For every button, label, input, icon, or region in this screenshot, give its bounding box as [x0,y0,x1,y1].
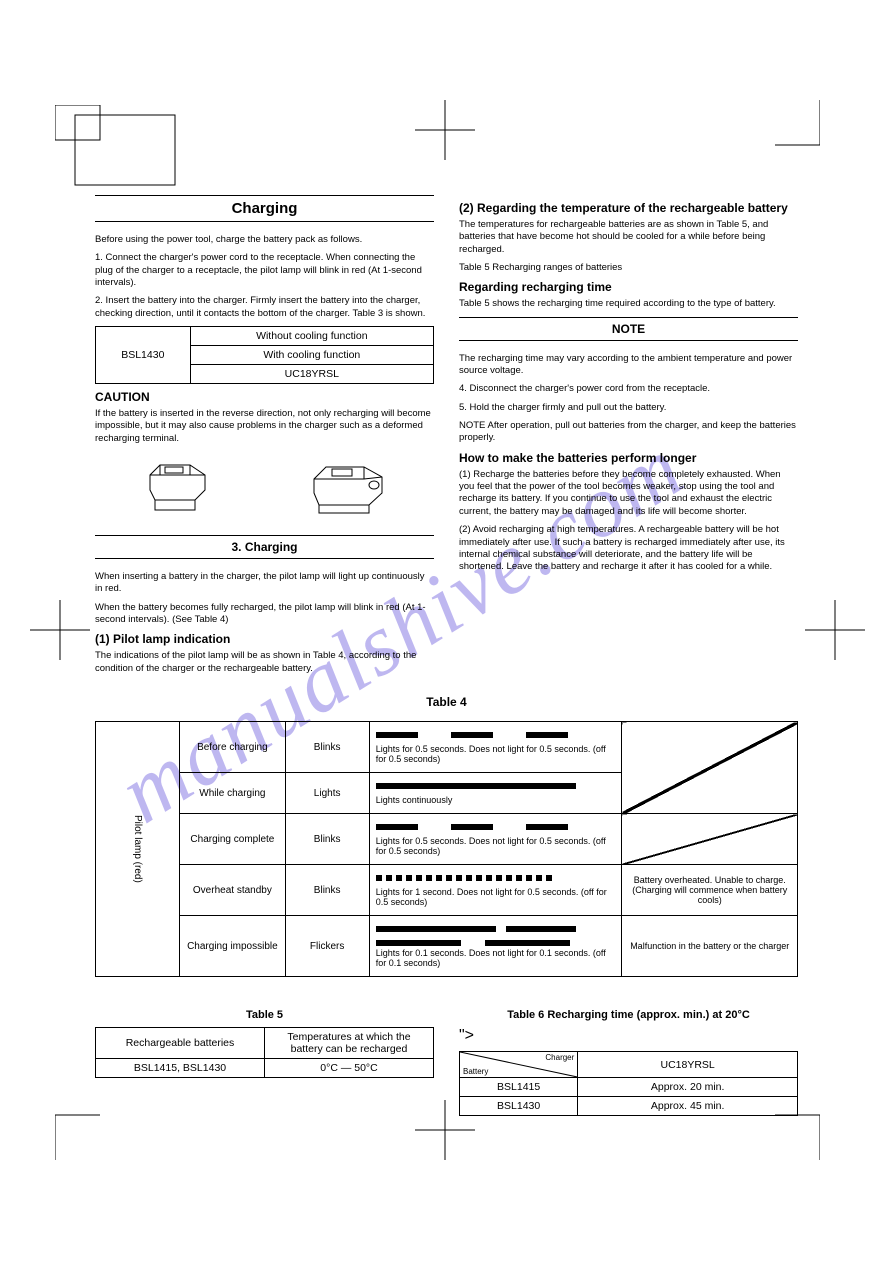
text-charging-step2: 2. Insert the battery into the charger. … [95,295,434,320]
text-temp-2: Table 5 Recharging ranges of batteries [459,262,798,274]
crop-mark-top-right [760,100,820,160]
text-useful: Table 5 shows the recharging time requir… [459,298,798,310]
left-column: Charging Before using the power tool, ch… [95,195,434,681]
battery-image-2 [304,455,394,525]
table6: Charger Battery UC18YRSL BSL1415Approx. … [459,1051,798,1116]
text-temp-1: The temperatures for rechargeable batter… [459,219,798,256]
table6-title: Table 6 Recharging time (approx. min.) a… [459,1009,798,1021]
heading-useful: Regarding recharging time [459,280,798,294]
heading-charging: Charging [95,195,434,222]
heading-pilot-lamp: (1) Pilot lamp indication [95,632,434,646]
heading-temp: (2) Regarding the temperature of the rec… [459,201,798,215]
heading-how: How to make the batteries perform longer [459,451,798,465]
table5: Rechargeable batteriesTemperatures at wh… [95,1027,434,1078]
battery-images [95,455,434,525]
table4-title: Table 4 [95,695,798,709]
table5-title: Table 5 [95,1009,434,1021]
crop-mark-top-center [415,100,475,160]
heading-caution: CAUTION [95,390,434,404]
heading-precautions: NOTE [459,317,798,341]
text-prec-4: NOTE After operation, pull out batteries… [459,420,798,445]
table4: Pilot lamp (red) Before charging Blinks … [95,721,798,977]
text-pilot-lamp: The indications of the pilot lamp will b… [95,650,434,675]
table-battery-charger: BSL1430Without cooling function With coo… [95,326,434,384]
text-caution: If the battery is inserted in the revers… [95,408,434,445]
text-charging-intro: Before using the power tool, charge the … [95,234,434,246]
text-prec-2: 4. Disconnect the charger's power cord f… [459,383,798,395]
right-column: (2) Regarding the temperature of the rec… [459,195,798,681]
text-how-1: (1) Recharge the batteries before they b… [459,469,798,518]
crop-mark-mid-right [805,600,865,660]
crop-mark-mid-left [30,600,90,660]
text-operation-2: When the battery becomes fully recharged… [95,602,434,627]
text-charging-step1: 1. Connect the charger's power cord to t… [95,252,434,289]
text-operation-1: When inserting a battery in the charger,… [95,571,434,596]
battery-image-1 [135,455,225,525]
text-prec-3: 5. Hold the charger firmly and pull out … [459,402,798,414]
crop-mark-top-left [55,105,185,200]
text-how-2: (2) Avoid recharging at high temperature… [459,524,798,573]
text-prec-1: The recharging time may vary according t… [459,353,798,378]
heading-operation: 3. Charging [95,535,434,559]
